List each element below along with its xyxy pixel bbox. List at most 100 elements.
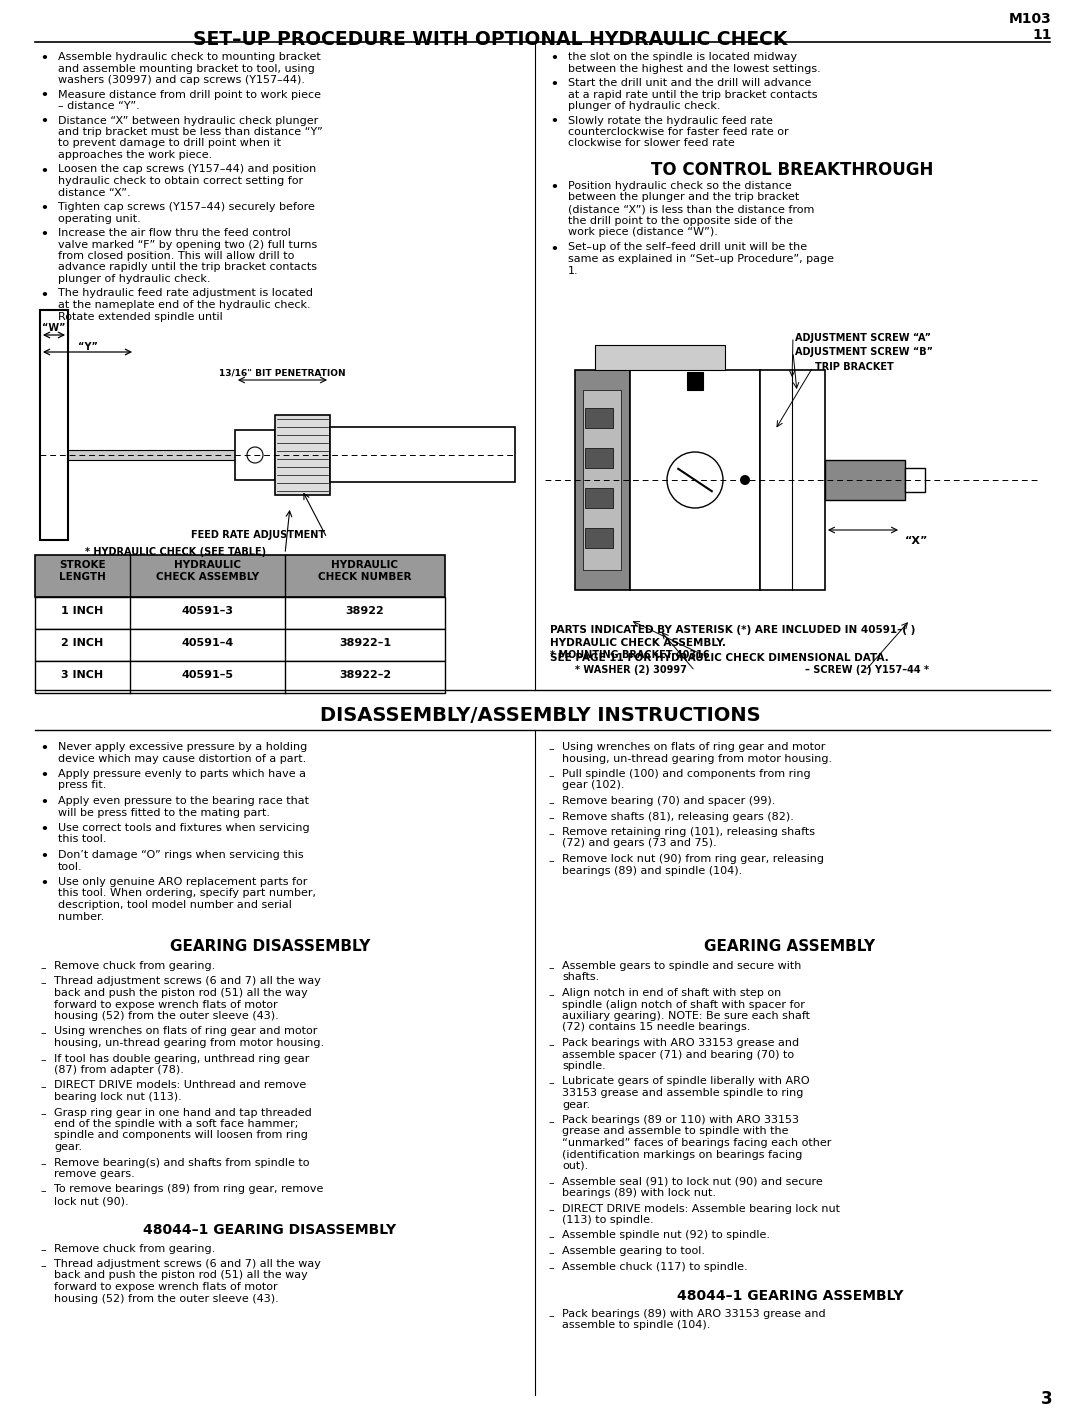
Text: 3 INCH: 3 INCH [62,670,104,680]
Text: •: • [550,115,558,129]
Text: back and push the piston rod (51) all the way: back and push the piston rod (51) all th… [54,1271,308,1280]
Text: –: – [548,1233,554,1243]
Bar [35,661,445,692]
Text: – distance “Y”.: – distance “Y”. [58,101,139,111]
Text: FEED RATE ADJUSTMENT: FEED RATE ADJUSTMENT [191,529,325,541]
Text: 33153 grease and assemble spindle to ring: 33153 grease and assemble spindle to rin… [562,1088,804,1098]
Text: (113) to spindle.: (113) to spindle. [562,1214,653,1226]
Text: press fit.: press fit. [58,781,106,790]
Text: –: – [548,1078,554,1088]
Text: Apply even pressure to the bearing race that: Apply even pressure to the bearing race … [58,796,309,806]
Text: –: – [548,1248,554,1258]
Text: Apply pressure evenly to parts which have a: Apply pressure evenly to parts which hav… [58,769,306,779]
Text: The hydraulic feed rate adjustment is located: The hydraulic feed rate adjustment is lo… [58,288,313,299]
Text: (72) and gears (73 and 75).: (72) and gears (73 and 75). [562,838,717,848]
Text: •: • [40,849,48,863]
Text: (87) from adapter (78).: (87) from adapter (78). [54,1066,184,1075]
Text: gear.: gear. [562,1099,590,1109]
Text: •: • [40,164,48,177]
Text: housing, un-thread gearing from motor housing.: housing, un-thread gearing from motor ho… [54,1038,324,1047]
Text: •: • [550,79,558,91]
Text: –: – [40,1109,45,1119]
Text: counterclockwise for faster feed rate or: counterclockwise for faster feed rate or [568,126,788,138]
Text: “unmarked” faces of bearings facing each other: “unmarked” faces of bearings facing each… [562,1139,832,1148]
Text: forward to expose wrench flats of motor: forward to expose wrench flats of motor [54,1282,278,1292]
Text: –: – [40,1056,45,1066]
Bar [595,345,725,371]
Text: device which may cause distortion of a part.: device which may cause distortion of a p… [58,754,307,764]
Text: housing (52) from the outer sleeve (43).: housing (52) from the outer sleeve (43). [54,1011,279,1021]
Text: Assemble seal (91) to lock nut (90) and secure: Assemble seal (91) to lock nut (90) and … [562,1177,823,1186]
Bar [68,451,235,461]
Bar [35,555,445,597]
Text: from closed position. This will allow drill to: from closed position. This will allow dr… [58,251,295,261]
Text: assemble spacer (71) and bearing (70) to: assemble spacer (71) and bearing (70) to [562,1050,794,1060]
Text: Pack bearings (89) with ARO 33153 grease and: Pack bearings (89) with ARO 33153 grease… [562,1309,825,1318]
Text: If tool has double gearing, unthread ring gear: If tool has double gearing, unthread rin… [54,1053,309,1063]
Text: the drill point to the opposite side of the: the drill point to the opposite side of … [568,215,793,226]
Text: DIRECT DRIVE models: Unthread and remove: DIRECT DRIVE models: Unthread and remove [54,1081,307,1091]
Text: Pack bearings with ARO 33153 grease and: Pack bearings with ARO 33153 grease and [562,1038,799,1047]
Text: Assemble spindle nut (92) to spindle.: Assemble spindle nut (92) to spindle. [562,1230,770,1241]
Text: •: • [40,202,48,215]
Text: operating unit.: operating unit. [58,213,140,223]
Text: –: – [548,813,554,824]
Text: GEARING DISASSEMBLY: GEARING DISASSEMBLY [170,939,370,953]
Text: Assemble gearing to tool.: Assemble gearing to tool. [562,1245,705,1257]
Text: •: • [40,741,48,755]
Text: –: – [548,1118,554,1127]
Text: grease and assemble to spindle with the: grease and assemble to spindle with the [562,1126,788,1136]
Text: SEE PAGE 11 FOR HYDRAULIC CHECK DIMENSIONAL DATA.: SEE PAGE 11 FOR HYDRAULIC CHECK DIMENSIO… [550,653,889,663]
Text: gear.: gear. [54,1141,82,1153]
Text: 38922–1: 38922–1 [339,639,391,649]
Text: 13/16" BIT PENETRATION: 13/16" BIT PENETRATION [219,368,346,378]
Text: Measure distance from drill point to work piece: Measure distance from drill point to wor… [58,90,321,100]
Text: •: • [40,796,48,809]
Text: Lubricate gears of spindle liberally with ARO: Lubricate gears of spindle liberally wit… [562,1077,810,1087]
Bar [40,310,68,541]
Text: •: • [40,878,48,890]
Text: 40591–4: 40591–4 [181,639,233,649]
Text: valve marked “F” by opening two (2) full turns: valve marked “F” by opening two (2) full… [58,240,318,250]
Text: Use only genuine ARO replacement parts for: Use only genuine ARO replacement parts f… [58,878,308,887]
Text: •: • [550,181,558,194]
Text: Using wrenches on flats of ring gear and motor: Using wrenches on flats of ring gear and… [54,1026,318,1036]
Text: Tighten cap screws (Y157–44) securely before: Tighten cap screws (Y157–44) securely be… [58,202,315,212]
Text: Start the drill unit and the drill will advance: Start the drill unit and the drill will … [568,79,811,88]
Text: 3: 3 [1040,1390,1052,1404]
Text: the slot on the spindle is located midway: the slot on the spindle is located midwa… [568,52,797,62]
Text: * MOUNTING BRACKET 40316: * MOUNTING BRACKET 40316 [550,650,710,660]
Text: spindle (align notch of shaft with spacer for: spindle (align notch of shaft with space… [562,1000,805,1009]
Text: Remove lock nut (90) from ring gear, releasing: Remove lock nut (90) from ring gear, rel… [562,854,824,863]
Text: spindle and components will loosen from ring: spindle and components will loosen from … [54,1130,308,1140]
Text: –: – [40,1245,45,1255]
Text: CHECK NUMBER: CHECK NUMBER [319,571,411,583]
Circle shape [740,475,750,484]
Text: and assemble mounting bracket to tool, using: and assemble mounting bracket to tool, u… [58,63,314,73]
Text: –: – [40,1160,45,1170]
Text: HYDRAULIC: HYDRAULIC [174,560,241,570]
Text: “Y”: “Y” [78,343,97,352]
Text: (distance “X”) is less than the distance from: (distance “X”) is less than the distance… [568,204,814,213]
Text: lock nut (90).: lock nut (90). [54,1196,129,1206]
Text: –: – [548,1311,554,1321]
Text: 1.: 1. [568,265,579,275]
Text: distance “X”.: distance “X”. [58,188,131,198]
Text: GEARING ASSEMBLY: GEARING ASSEMBLY [704,939,876,953]
Text: at the nameplate end of the hydraulic check.: at the nameplate end of the hydraulic ch… [58,300,311,310]
Text: to prevent damage to drill point when it: to prevent damage to drill point when it [58,139,281,149]
Text: shafts.: shafts. [562,973,599,983]
Bar [583,390,621,570]
Bar [585,528,613,548]
Text: 40591–3: 40591–3 [181,607,233,616]
Text: •: • [40,288,48,302]
Text: Never apply excessive pressure by a holding: Never apply excessive pressure by a hold… [58,741,307,753]
Text: 2 INCH: 2 INCH [62,639,104,649]
Text: 40591–5: 40591–5 [181,670,233,680]
Text: SET–UP PROCEDURE WITH OPTIONAL HYDRAULIC CHECK: SET–UP PROCEDURE WITH OPTIONAL HYDRAULIC… [193,29,787,49]
Bar [35,629,445,661]
Text: 38922–2: 38922–2 [339,670,391,680]
Text: Position hydraulic check so the distance: Position hydraulic check so the distance [568,181,792,191]
Bar [825,461,905,500]
Text: Set–up of the self–feed drill unit will be the: Set–up of the self–feed drill unit will … [568,243,807,253]
